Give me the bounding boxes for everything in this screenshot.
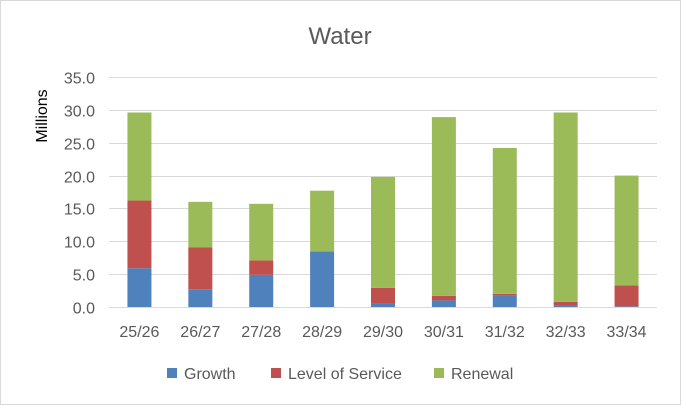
legend-label: Growth — [184, 366, 236, 383]
legend-item-growth[interactable]: Growth — [167, 366, 236, 383]
chart-title: Water — [308, 23, 371, 50]
y-tick-label: 35.0 — [64, 71, 95, 88]
legend-label: Level of Service — [288, 366, 402, 383]
legend-swatch — [167, 368, 177, 378]
bar-level-of-service — [431, 295, 456, 301]
bar-renewal — [431, 117, 456, 296]
y-tick-label: 10.0 — [64, 235, 95, 252]
x-tick-label: 26/27 — [180, 324, 220, 341]
bar-growth — [371, 303, 395, 307]
legend-item-level-of-service[interactable]: Level of Service — [271, 366, 402, 383]
legend-swatch — [271, 368, 281, 378]
x-tick-label: 30/31 — [424, 324, 464, 341]
bar-level-of-service — [310, 251, 335, 252]
bar-level-of-service — [553, 301, 578, 306]
bar-level-of-service — [614, 285, 639, 307]
bar-growth — [249, 274, 274, 307]
x-tick-label: 32/33 — [546, 324, 586, 341]
x-tick-label: 28/29 — [302, 324, 342, 341]
bar-renewal — [127, 112, 152, 201]
bar-growth — [431, 300, 456, 307]
bar-level-of-service — [188, 247, 213, 290]
y-axis-ticks: 0.0 5.0 10.0 15.0 20.0 25.0 30.0 35.0 — [64, 71, 95, 318]
x-tick-label: 25/26 — [119, 324, 159, 341]
x-axis-ticks: 25/26 26/27 27/28 28/29 29/30 30/31 31/32 32/33… — [119, 324, 646, 341]
x-tick-label: 31/32 — [485, 324, 525, 341]
bar-renewal — [614, 175, 639, 286]
bar-renewal — [492, 147, 517, 294]
x-tick-label: 27/28 — [241, 324, 281, 341]
bar-renewal — [249, 203, 274, 261]
bar-renewal — [553, 112, 578, 302]
bar-level-of-service — [127, 200, 152, 269]
legend-item-renewal[interactable]: Renewal — [434, 366, 513, 383]
y-tick-label: 5.0 — [73, 268, 95, 285]
x-tick-label: 29/30 — [363, 324, 403, 341]
bar-level-of-service — [249, 260, 274, 275]
legend-label: Renewal — [451, 366, 513, 383]
x-tick-label: 33/34 — [607, 324, 647, 341]
y-axis-label: Millions — [34, 89, 51, 142]
bar-level-of-service — [371, 287, 395, 304]
bar-series — [127, 112, 639, 307]
bar-growth — [188, 289, 213, 307]
bar-growth — [553, 305, 578, 307]
legend[interactable]: Growth Level of Service Renewal — [167, 366, 513, 383]
y-tick-label: 30.0 — [64, 104, 95, 121]
y-tick-label: 15.0 — [64, 202, 95, 219]
bar-growth — [492, 295, 517, 307]
bar-renewal — [371, 176, 395, 288]
bar-level-of-service — [492, 293, 517, 296]
y-tick-label: 25.0 — [64, 137, 95, 154]
bar-renewal — [188, 201, 213, 248]
bar-growth — [614, 306, 639, 307]
bar-growth — [127, 268, 152, 307]
bar-growth — [310, 251, 335, 307]
legend-swatch — [434, 368, 444, 378]
bar-renewal — [310, 190, 335, 252]
y-tick-label: 0.0 — [73, 301, 95, 318]
y-tick-label: 20.0 — [64, 170, 95, 187]
